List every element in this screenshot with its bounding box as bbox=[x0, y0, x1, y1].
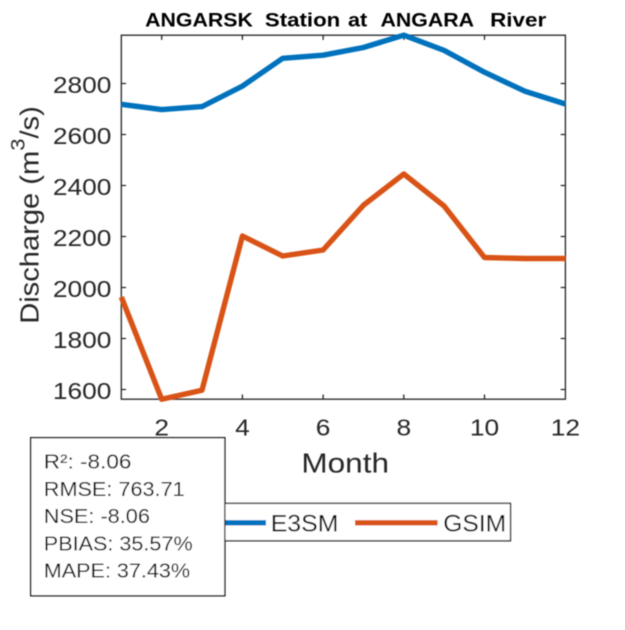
svg-text:NSE: -8.06: NSE: -8.06 bbox=[44, 506, 150, 528]
svg-text:E3SM: E3SM bbox=[271, 511, 339, 538]
svg-text:2600: 2600 bbox=[53, 124, 112, 149]
svg-text:2000: 2000 bbox=[53, 277, 112, 302]
svg-text:12: 12 bbox=[551, 416, 580, 441]
svg-text:2800: 2800 bbox=[53, 73, 112, 98]
svg-text:Month: Month bbox=[301, 448, 389, 479]
svg-text:6: 6 bbox=[316, 416, 331, 441]
svg-text:ANGARSK: ANGARSK bbox=[145, 9, 253, 31]
svg-text:2400: 2400 bbox=[53, 175, 112, 200]
svg-text:RMSE: 763.71: RMSE: 763.71 bbox=[44, 478, 185, 500]
svg-text:8: 8 bbox=[396, 416, 411, 441]
svg-text:MAPE: 37.43%: MAPE: 37.43% bbox=[44, 560, 190, 582]
svg-text:1800: 1800 bbox=[53, 328, 112, 353]
svg-text:PBIAS: 35.57%: PBIAS: 35.57% bbox=[44, 533, 193, 555]
svg-text:2: 2 bbox=[154, 416, 169, 441]
svg-text:1600: 1600 bbox=[53, 379, 112, 404]
svg-text:GSIM: GSIM bbox=[443, 511, 506, 538]
svg-text:at: at bbox=[348, 9, 367, 31]
svg-text:4: 4 bbox=[235, 416, 250, 441]
svg-text:10: 10 bbox=[470, 416, 499, 441]
svg-text:ANGARA: ANGARA bbox=[381, 9, 475, 31]
svg-text:2200: 2200 bbox=[53, 226, 112, 251]
svg-text:River: River bbox=[490, 10, 546, 31]
svg-text:Station: Station bbox=[265, 10, 340, 32]
svg-text:R²: -8.06: R²: -8.06 bbox=[44, 451, 132, 474]
